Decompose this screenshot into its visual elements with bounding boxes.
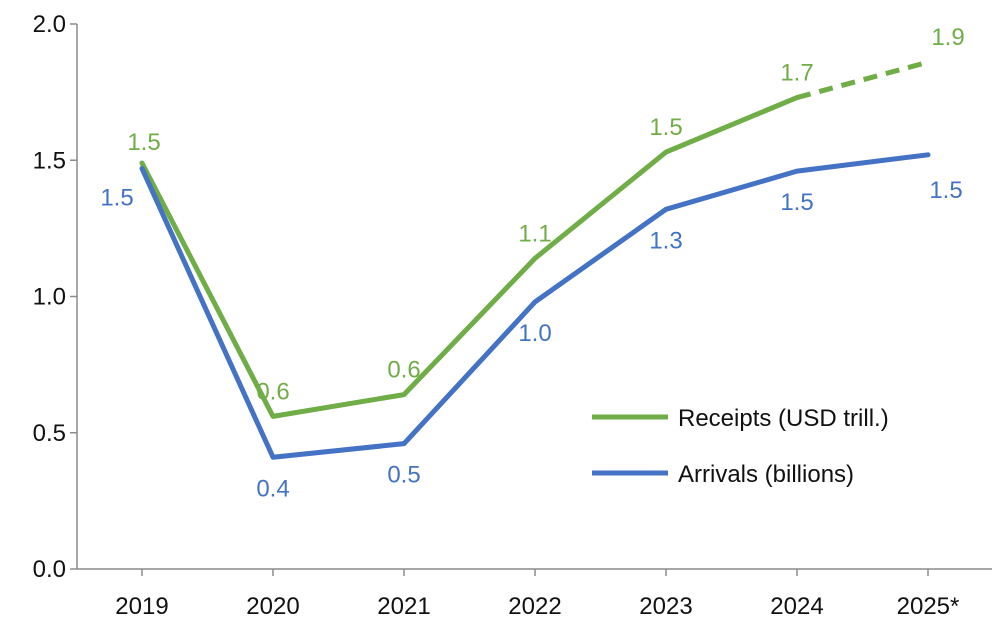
data-label-1-3: 1.0 [518,320,551,347]
x-tick-label: 2025* [897,593,960,620]
x-tick-label: 2019 [115,593,168,620]
series-layer [139,59,931,460]
y-tick-label: 0.0 [33,556,66,583]
legend-label-0: Receipts (USD trill.) [678,405,889,432]
data-label-0-3: 1.1 [518,220,551,247]
data-label-1-1: 0.4 [256,475,289,502]
x-tick-label: 2020 [246,593,299,620]
data-label-1-4: 1.3 [649,227,682,254]
x-tick-label: 2022 [508,593,561,620]
x-tick-label: 2024 [770,593,823,620]
legend: Receipts (USD trill.) Arrivals (billions) [592,405,889,488]
data-labels: 1.5 0.6 0.6 1.1 1.5 1.7 1.9 1.5 0.4 0.5 1.0 1.3 1.5 1… [100,24,964,502]
series-line-1 [139,152,931,460]
x-tick-label: 2021 [377,593,430,620]
data-label-0-6: 1.9 [931,24,964,51]
series-line-0 [139,95,800,419]
data-label-1-5: 1.5 [780,189,813,216]
series-line-0-projection [796,59,929,100]
x-tick-label: 2023 [639,593,692,620]
data-label-0-2: 0.6 [387,357,420,384]
data-label-1-6: 1.5 [929,177,962,204]
y-tick-label: 1.5 [33,147,66,174]
y-tick-label: 2.0 [33,11,66,38]
y-tick-label: 0.5 [33,420,66,447]
data-label-0-5: 1.7 [780,60,813,87]
y-tick-label: 1.0 [33,284,66,311]
data-label-0-4: 1.5 [649,114,682,141]
data-label-0-1: 0.6 [256,378,289,405]
data-label-1-2: 0.5 [387,462,420,489]
legend-label-1: Arrivals (billions) [678,461,854,488]
data-label-0-0: 1.5 [127,129,160,156]
data-label-1-0: 1.5 [100,184,133,211]
axes: 0.0 0.5 1.0 1.5 2.0 2019 2020 2021 2022 2023 2024 2… [33,11,992,620]
